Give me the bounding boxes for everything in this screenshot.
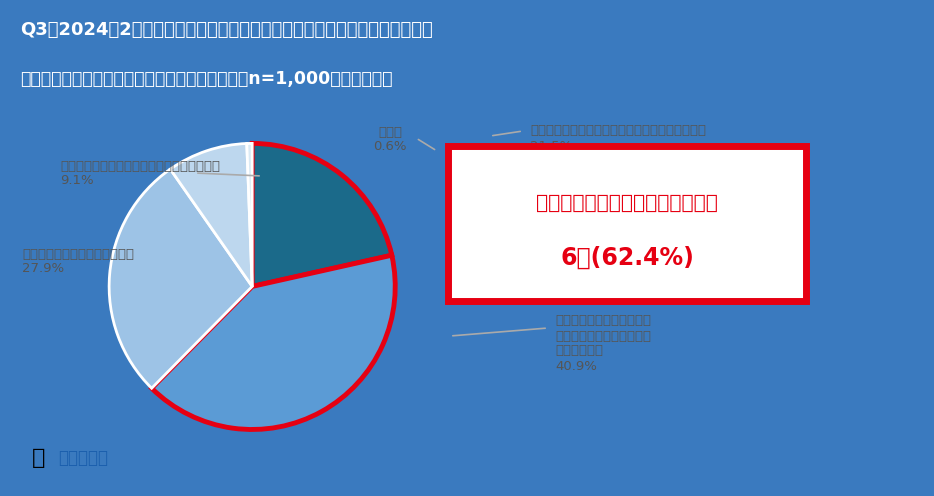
Text: メールの到達率に変化はありましたか　　　（n=1,000／単一回答）: メールの到達率に変化はありましたか （n=1,000／単一回答） bbox=[21, 69, 393, 88]
Text: ベアメール: ベアメール bbox=[58, 449, 108, 467]
Text: 0.6%: 0.6% bbox=[374, 140, 406, 153]
Wedge shape bbox=[151, 255, 395, 430]
Text: Q3．2024年2月以降、メールが届かない・遅延しているなど、運用する中で: Q3．2024年2月以降、メールが届かない・遅延しているなど、運用する中で bbox=[21, 21, 433, 39]
Wedge shape bbox=[170, 143, 252, 287]
Text: 6割(62.4%): 6割(62.4%) bbox=[560, 246, 694, 270]
Text: 可能性がある: 可能性がある bbox=[555, 345, 603, 358]
FancyBboxPatch shape bbox=[448, 146, 806, 301]
Text: メールの配信状況について把握していない、: メールの配信状況について把握していない、 bbox=[60, 160, 220, 173]
Text: 40.9%: 40.9% bbox=[555, 360, 597, 372]
Text: 特に発生していないと思われる: 特に発生していないと思われる bbox=[22, 248, 134, 260]
Wedge shape bbox=[247, 143, 252, 287]
Wedge shape bbox=[252, 143, 391, 287]
Text: 不達や遅延が増加している: 不達や遅延が増加している bbox=[555, 329, 651, 343]
Text: 27.9%: 27.9% bbox=[22, 262, 64, 275]
Text: 21.5%: 21.5% bbox=[530, 139, 573, 152]
Text: 問題にはなっていないが、: 問題にはなっていないが、 bbox=[555, 314, 651, 327]
Text: 🐻: 🐻 bbox=[32, 448, 46, 468]
Wedge shape bbox=[109, 169, 252, 388]
Text: 届かない・遅延していることが問題になっている: 届かない・遅延していることが問題になっている bbox=[530, 124, 706, 137]
Text: その他: その他 bbox=[378, 126, 402, 139]
Text: 9.1%: 9.1% bbox=[60, 175, 93, 187]
Text: メール到達度に影響を感じている: メール到達度に影響を感じている bbox=[536, 194, 718, 213]
